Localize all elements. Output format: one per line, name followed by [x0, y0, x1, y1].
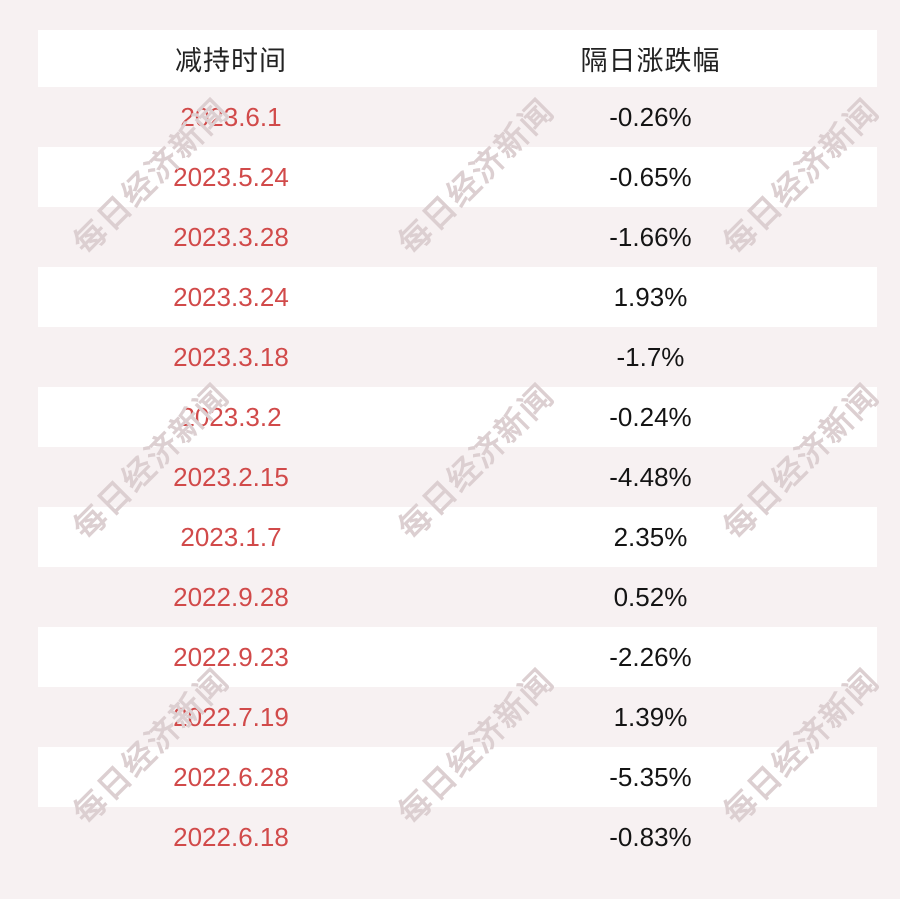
reduction-date-cell: 2023.1.7	[180, 521, 282, 552]
next-day-change-cell: -2.26%	[609, 641, 692, 672]
reduction-date-cell: 2023.3.28	[173, 221, 289, 252]
reduction-date-cell: 2023.3.2	[180, 401, 282, 432]
table-body: 2023.6.1 -0.26% 2023.5.24 -0.65% 2023.3.…	[38, 87, 877, 867]
next-day-change-cell: 0.52%	[613, 581, 688, 612]
reduction-date-cell: 2022.7.19	[173, 701, 289, 732]
next-day-change-cell: -0.83%	[609, 821, 692, 852]
reduction-date-cell: 2022.9.28	[173, 581, 289, 612]
next-day-change-cell: -0.26%	[609, 101, 692, 132]
next-day-change-cell: 2.35%	[613, 521, 688, 552]
next-day-change-cell: -0.65%	[609, 161, 692, 192]
table-row: 2023.5.24 -0.65%	[38, 147, 877, 207]
table-row: 2023.1.7 2.35%	[38, 507, 877, 567]
reduction-date-cell: 2022.9.23	[173, 641, 289, 672]
table-row: 2023.3.2 -0.24%	[38, 387, 877, 447]
reduction-date-cell: 2023.5.24	[173, 161, 289, 192]
table-row: 2023.2.15 -4.48%	[38, 447, 877, 507]
reduction-table: 减持时间 隔日涨跌幅 2023.6.1 -0.26% 2023.5.24 -0.…	[38, 30, 877, 867]
table-row: 2022.9.28 0.52%	[38, 567, 877, 627]
table-row: 2022.6.28 -5.35%	[38, 747, 877, 807]
reduction-date-cell: 2023.2.15	[173, 461, 289, 492]
next-day-change-cell: -1.66%	[609, 221, 692, 252]
header-reduction-date: 减持时间	[174, 46, 287, 76]
table-row: 2023.3.18 -1.7%	[38, 327, 877, 387]
next-day-change-cell: 1.39%	[613, 701, 688, 732]
next-day-change-cell: -4.48%	[609, 461, 692, 492]
table-row: 2023.3.24 1.93%	[38, 267, 877, 327]
next-day-change-cell: 1.93%	[613, 281, 688, 312]
reduction-date-cell: 2023.3.24	[173, 281, 289, 312]
table-row: 2022.7.19 1.39%	[38, 687, 877, 747]
table-row: 2023.3.28 -1.66%	[38, 207, 877, 267]
table-header-row: 减持时间 隔日涨跌幅	[38, 30, 877, 87]
next-day-change-cell: -0.24%	[609, 401, 692, 432]
table-row: 2023.6.1 -0.26%	[38, 87, 877, 147]
reduction-date-cell: 2022.6.28	[173, 761, 289, 792]
reduction-date-cell: 2022.6.18	[173, 821, 289, 852]
next-day-change-cell: -1.7%	[616, 341, 685, 372]
table-row: 2022.6.18 -0.83%	[38, 807, 877, 867]
table-row: 2022.9.23 -2.26%	[38, 627, 877, 687]
next-day-change-cell: -5.35%	[609, 761, 692, 792]
reduction-date-cell: 2023.3.18	[173, 341, 289, 372]
reduction-date-cell: 2023.6.1	[180, 101, 282, 132]
header-next-day-change: 隔日涨跌幅	[580, 46, 721, 76]
